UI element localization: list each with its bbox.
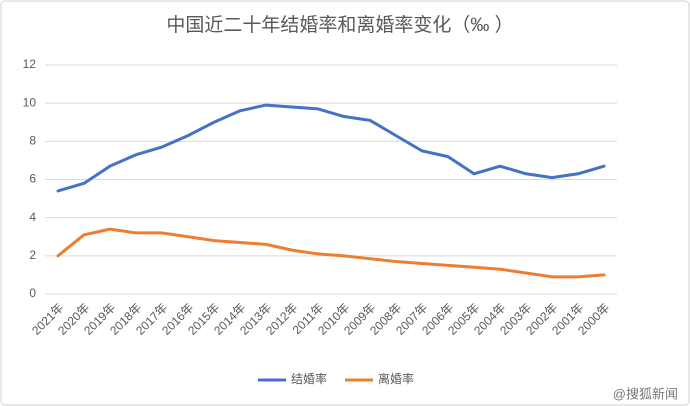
y-tick-label: 6 bbox=[29, 172, 36, 186]
y-tick-label: 10 bbox=[23, 95, 37, 109]
y-tick-label: 8 bbox=[29, 134, 36, 148]
legend-label: 结婚率 bbox=[291, 371, 327, 386]
series-line bbox=[56, 227, 606, 279]
series-line bbox=[56, 103, 606, 193]
y-tick-label: 0 bbox=[29, 286, 36, 300]
y-tick-label: 12 bbox=[23, 57, 37, 71]
y-tick-label: 2 bbox=[29, 248, 36, 262]
y-tick-label: 4 bbox=[29, 210, 36, 224]
chart-title: 中国近二十年结婚率和离婚率变化（‰ ） bbox=[166, 14, 513, 36]
watermark: @搜狐新闻 bbox=[613, 386, 678, 401]
legend-label: 离婚率 bbox=[378, 371, 414, 386]
